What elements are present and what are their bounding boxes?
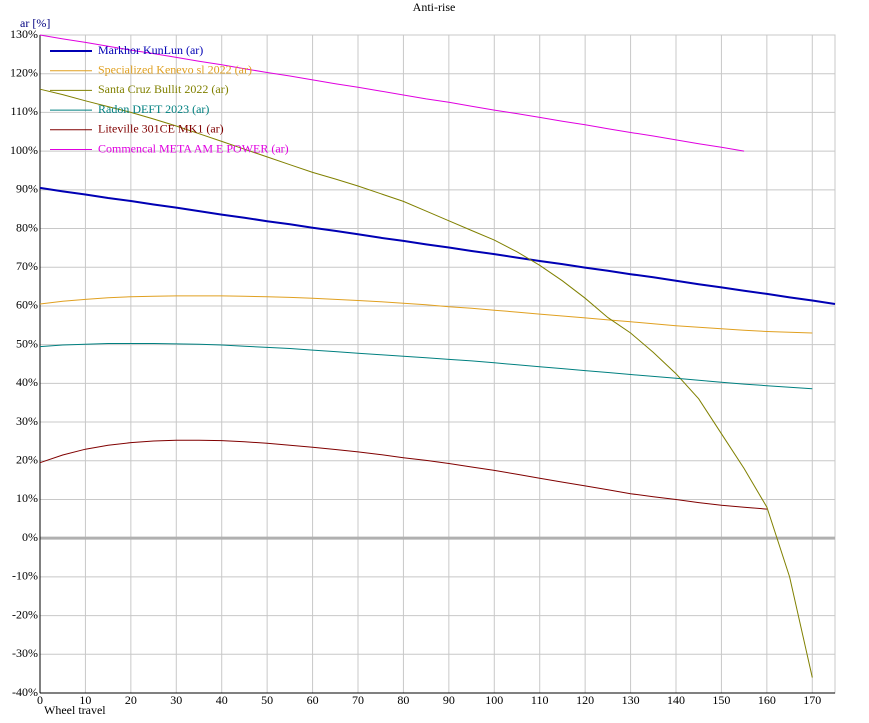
x-tick-label: 120 [576,693,594,707]
y-tick-label: 40% [16,375,38,389]
legend-label: Commencal META AM E POWER (ar) [98,141,289,155]
y-axis-label: ar [%] [20,16,50,30]
y-tick-label: -20% [12,607,38,621]
x-axis-label: Wheel travel [44,703,106,717]
series-line [39,186,836,305]
y-tick-label: 80% [16,220,38,234]
legend: Markhor KunLun (ar) Specialized Kenevo sl… [50,43,289,155]
x-tick-label: 100 [485,693,503,707]
y-tick-label: -10% [12,569,38,583]
y-tick-label: 10% [16,491,38,505]
x-tick-label: 80 [397,693,409,707]
x-tick-label: 90 [443,693,455,707]
series-line [39,34,745,152]
y-tick-label: -30% [12,646,38,660]
series-line [39,295,813,334]
x-tick-label: 10 [79,693,91,707]
x-tick-label: 160 [758,693,776,707]
legend-label: Santa Cruz Bullit 2022 (ar) [98,82,229,96]
y-tick-label: 90% [16,182,38,196]
series-line [39,343,813,390]
x-tick-label: 130 [622,693,640,707]
y-tick-label: 0% [22,530,38,544]
y-tick-label: 110% [10,104,38,118]
series-line [39,88,813,678]
y-tick-label: 70% [16,259,38,273]
series-line [39,439,767,510]
x-tick-label: 110 [531,693,549,707]
y-tick-label: -40% [12,685,38,699]
x-tick-label: 170 [803,693,821,707]
x-tick-label: 30 [170,693,182,707]
y-tick-label: 60% [16,298,38,312]
x-tick-label: 50 [261,693,273,707]
y-tick-label: 20% [16,453,38,467]
x-tick-label: 150 [712,693,730,707]
x-tick-label: 20 [125,693,137,707]
y-tick-label: 130% [10,27,38,41]
y-tick-label: 30% [16,414,38,428]
x-tick-label: 0 [37,693,43,707]
x-tick-label: 70 [352,693,364,707]
y-tick-label: 100% [10,143,38,157]
y-tick-label: 120% [10,65,38,79]
legend-label: Markhor KunLun (ar) [98,43,203,57]
legend-label: Specialized Kenevo sl 2022 (ar) [98,62,252,76]
x-tick-label: 140 [667,693,685,707]
y-tick-label: 50% [16,336,38,350]
x-tick-label: 60 [307,693,319,707]
legend-label: Liteville 301CE MK1 (ar) [98,122,224,136]
chart-title: Anti-rise [413,0,456,14]
x-tick-label: 40 [216,693,228,707]
legend-label: Radon DEFT 2023 (ar) [98,102,209,116]
